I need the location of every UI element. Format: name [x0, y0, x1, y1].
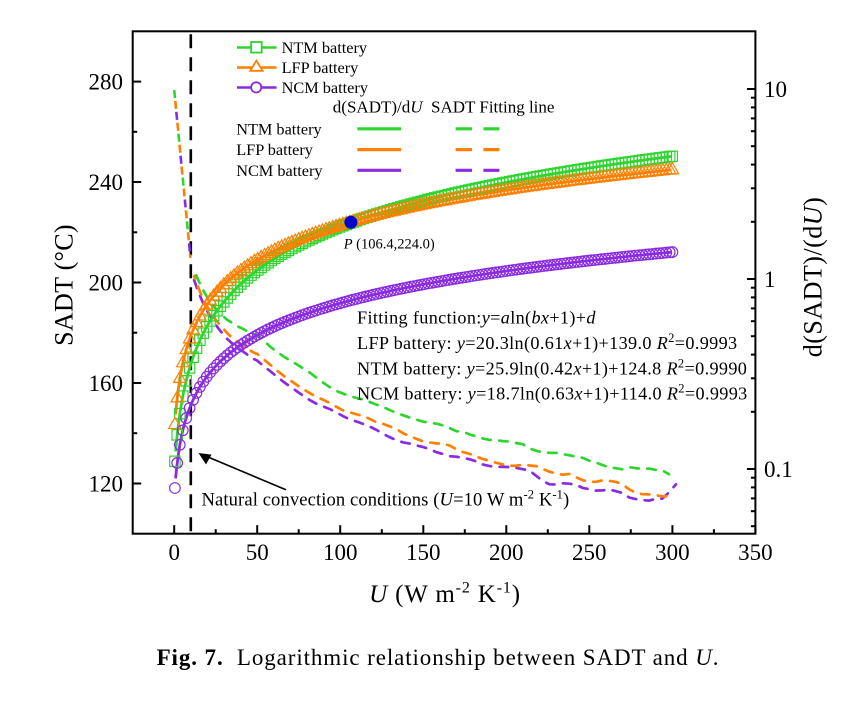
svg-text:200: 200 — [489, 540, 524, 565]
svg-text:10: 10 — [764, 77, 787, 102]
svg-text:LFP battery: LFP battery — [282, 58, 360, 77]
svg-text:1: 1 — [764, 267, 776, 292]
svg-text:P (106.4,224.0): P (106.4,224.0) — [343, 237, 435, 253]
svg-text:Fitting function:y=aln(bx+1)+d: Fitting function:y=aln(bx+1)+d — [357, 308, 596, 329]
svg-text:LFP battery: LFP battery — [236, 140, 314, 159]
svg-text:NTM battery: NTM battery — [282, 38, 368, 57]
svg-text:d(SADT)/(dU): d(SADT)/(dU) — [799, 197, 828, 358]
svg-text:Natural convection conditions: Natural convection conditions (U=10 W m-… — [202, 488, 570, 511]
svg-text:280: 280 — [89, 70, 124, 95]
svg-text:350: 350 — [738, 540, 773, 565]
svg-text:NCM battery: y=18.7ln(0.63x+1): NCM battery: y=18.7ln(0.63x+1)+114.0 R2=… — [357, 382, 748, 405]
svg-text:SADT (°C): SADT (°C) — [50, 224, 79, 346]
svg-text:200: 200 — [89, 271, 124, 296]
svg-text:NCM battery: NCM battery — [282, 78, 369, 97]
svg-text:150: 150 — [406, 540, 441, 565]
svg-text:NTM battery: NTM battery — [236, 119, 322, 138]
svg-text:50: 50 — [246, 540, 269, 565]
svg-text:Fig. 7. Logarithmic relations: Fig. 7. Logarithmic relationship between… — [157, 645, 720, 670]
svg-text:LFP battery: y=20.3ln(0.61x+1): LFP battery: y=20.3ln(0.61x+1)+139.0 R2=… — [357, 331, 738, 354]
svg-text:0: 0 — [168, 540, 180, 565]
svg-text:120: 120 — [89, 472, 124, 497]
svg-text:0.1: 0.1 — [764, 457, 793, 482]
svg-text:100: 100 — [323, 540, 358, 565]
svg-text:NTM battery: y=25.9ln(0.42x+1): NTM battery: y=25.9ln(0.42x+1)+124.8 R2=… — [357, 356, 747, 379]
svg-text:300: 300 — [655, 540, 690, 565]
svg-text:NCM battery: NCM battery — [236, 161, 323, 180]
svg-text:250: 250 — [572, 540, 607, 565]
svg-text:160: 160 — [89, 371, 124, 396]
svg-text:U (W m-2 K-1): U (W m-2 K-1) — [369, 580, 521, 609]
svg-text:d(SADT)/dU SADT Fitting line: d(SADT)/dU SADT Fitting line — [333, 98, 555, 117]
svg-text:240: 240 — [89, 170, 124, 195]
